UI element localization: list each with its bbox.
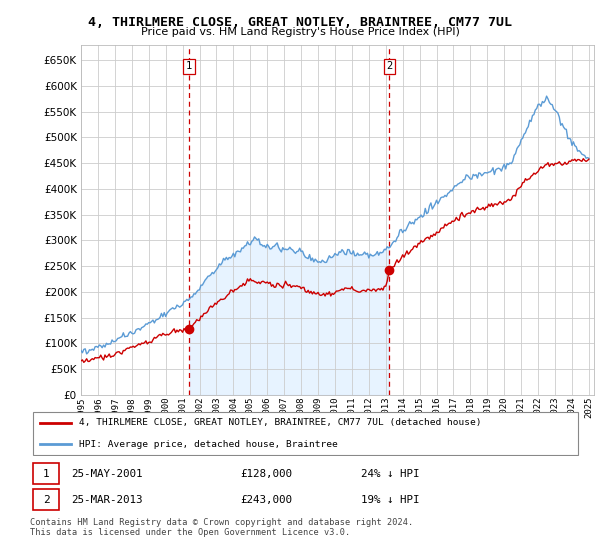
Text: 1: 1	[43, 469, 49, 479]
Text: 2: 2	[386, 62, 392, 72]
Text: 1: 1	[186, 62, 192, 72]
FancyBboxPatch shape	[33, 412, 578, 455]
Text: 25-MAY-2001: 25-MAY-2001	[71, 469, 143, 479]
Text: 24% ↓ HPI: 24% ↓ HPI	[361, 469, 420, 479]
Text: 4, THIRLMERE CLOSE, GREAT NOTLEY, BRAINTREE, CM77 7UL: 4, THIRLMERE CLOSE, GREAT NOTLEY, BRAINT…	[88, 16, 512, 29]
Text: 2: 2	[43, 494, 49, 505]
FancyBboxPatch shape	[33, 489, 59, 510]
Text: 25-MAR-2013: 25-MAR-2013	[71, 494, 143, 505]
Text: £243,000: £243,000	[240, 494, 292, 505]
Text: HPI: Average price, detached house, Braintree: HPI: Average price, detached house, Brai…	[79, 440, 337, 449]
Text: 19% ↓ HPI: 19% ↓ HPI	[361, 494, 420, 505]
Text: £128,000: £128,000	[240, 469, 292, 479]
Text: Contains HM Land Registry data © Crown copyright and database right 2024.
This d: Contains HM Land Registry data © Crown c…	[30, 518, 413, 538]
Text: 4, THIRLMERE CLOSE, GREAT NOTLEY, BRAINTREE, CM77 7UL (detached house): 4, THIRLMERE CLOSE, GREAT NOTLEY, BRAINT…	[79, 418, 481, 427]
FancyBboxPatch shape	[33, 464, 59, 484]
Text: Price paid vs. HM Land Registry's House Price Index (HPI): Price paid vs. HM Land Registry's House …	[140, 27, 460, 37]
